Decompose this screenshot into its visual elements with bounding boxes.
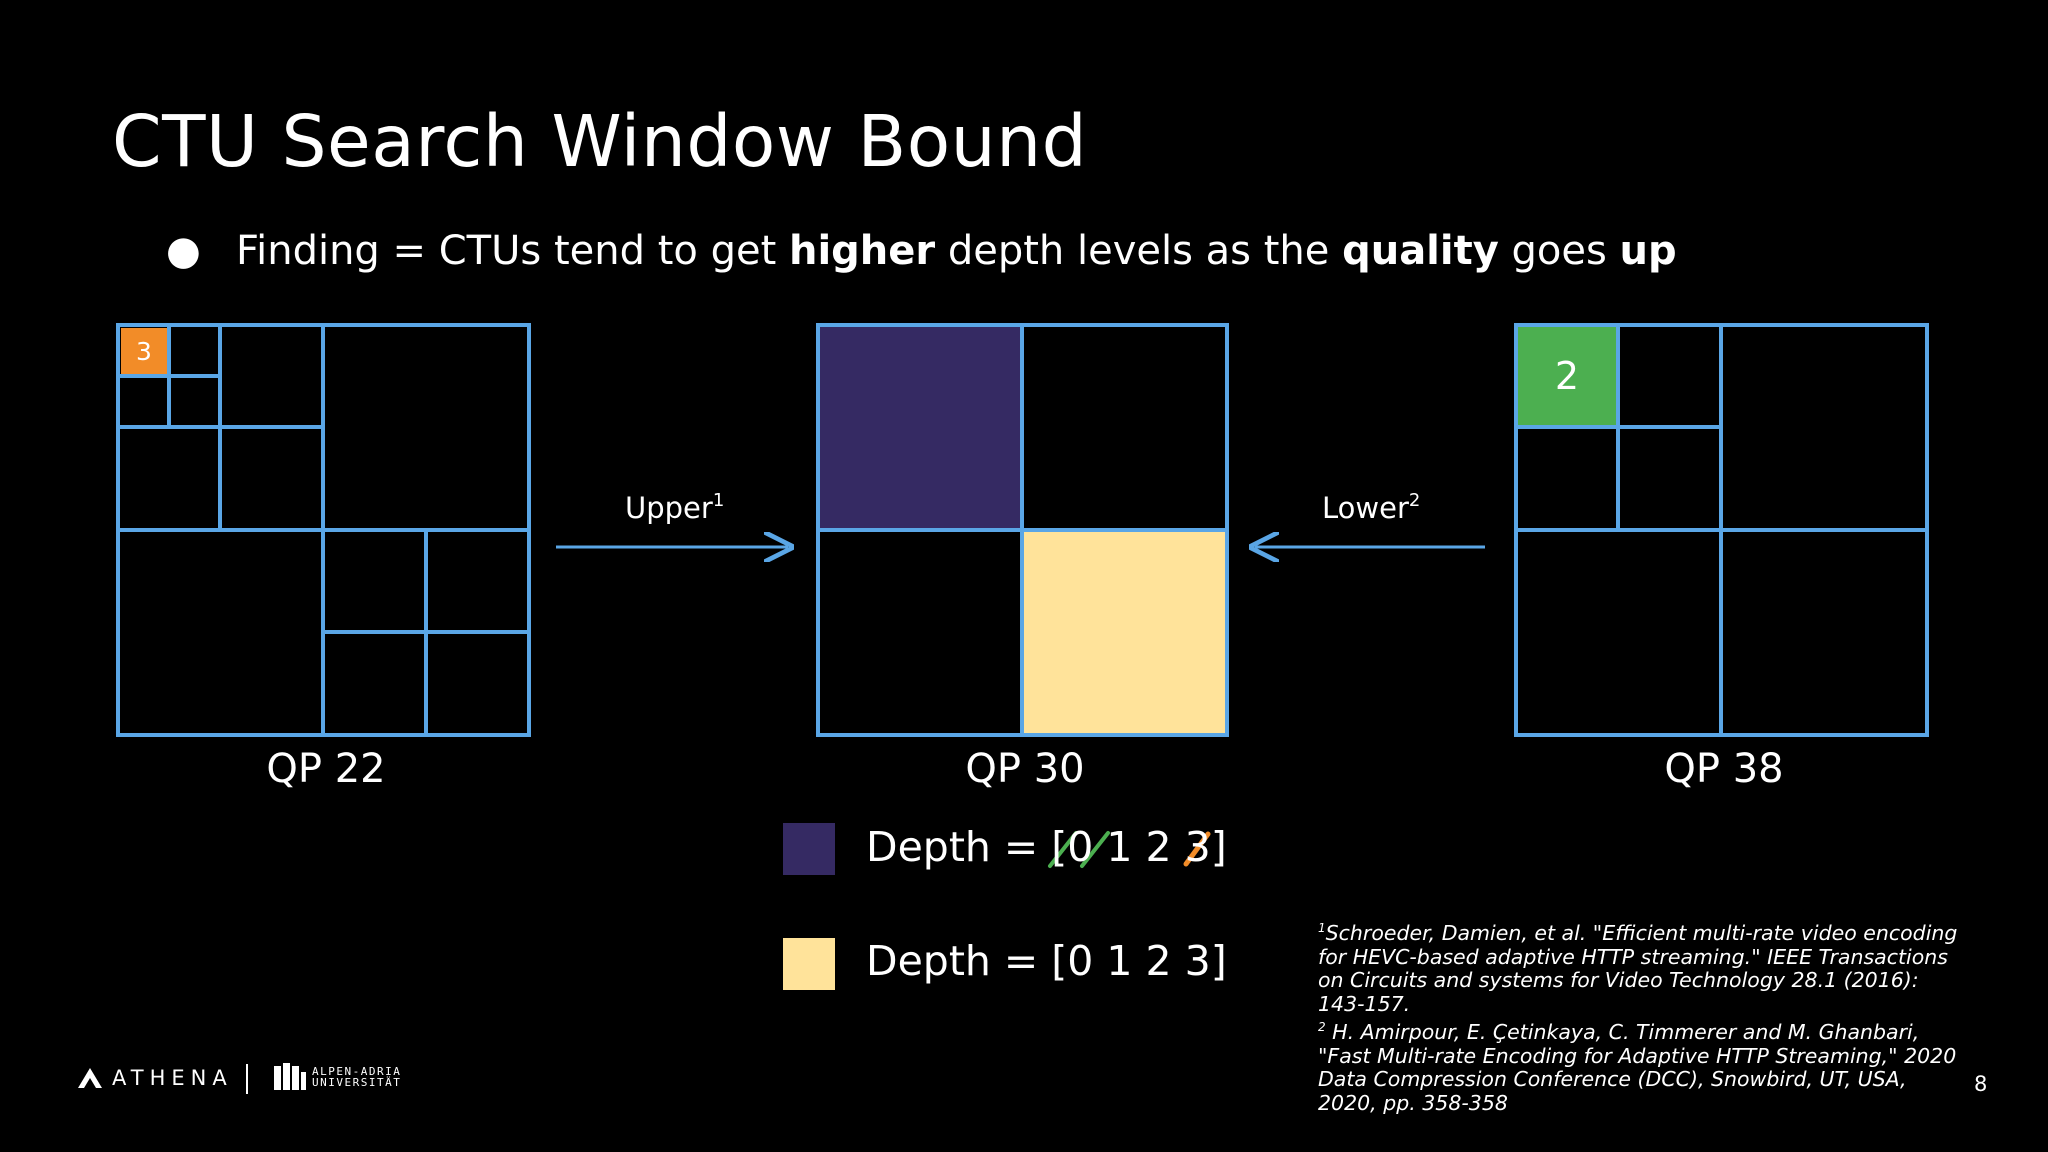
aau-logo-text: ALPEN-ADRIA UNIVERSITÄT (312, 1066, 401, 1088)
qp30-label: QP 30 (965, 746, 1085, 792)
athena-logo: ATHENA (76, 1066, 233, 1090)
athena-logo-text: ATHENA (112, 1066, 233, 1090)
aau-line1: ALPEN-ADRIA (312, 1065, 402, 1078)
bullet-bold-up: up (1619, 228, 1677, 274)
aau-logo: ALPEN-ADRIA UNIVERSITÄT (272, 1062, 401, 1092)
upper-label-text: Upper (625, 491, 713, 525)
legend-text-yellow: Depth = [0 1 2 3] (866, 937, 1227, 985)
reference-2: 2 H. Amirpour, E. Çetinkaya, C. Timmerer… (1318, 1016, 1958, 1115)
lower-label-sup: 2 (1408, 490, 1421, 511)
references: 1Schroeder, Damien, et al. "Efficient mu… (1318, 917, 1958, 1115)
qp22-depth3-block (121, 328, 167, 374)
legend-text-purple: Depth = [0 1 2 3] (866, 823, 1227, 871)
reference-1-text: Schroeder, Damien, et al. "Efficient mul… (1318, 921, 1958, 1016)
bullet-bold-quality: quality (1342, 228, 1499, 274)
bullet-mid2: goes (1498, 228, 1620, 274)
logo-divider (246, 1064, 248, 1094)
reference-1-sup: 1 (1318, 921, 1326, 935)
reference-2-text: H. Amirpour, E. Çetinkaya, C. Timmerer a… (1318, 1020, 1957, 1115)
bullet-bold-higher: higher (788, 228, 936, 274)
bullet-mid: depth levels as the (935, 228, 1343, 274)
aau-mark-icon (274, 1063, 306, 1090)
ctu-qp38 (1514, 323, 1929, 737)
qp22-badge: 3 (136, 337, 152, 366)
qp30-purple-block (818, 325, 1022, 530)
athena-mark-icon (78, 1068, 102, 1088)
reference-1: 1Schroeder, Damien, et al. "Efficient mu… (1318, 917, 1958, 1016)
legend-swatch-purple (783, 823, 835, 875)
ctu-qp30 (816, 323, 1229, 737)
qp22-label: QP 22 (266, 746, 386, 792)
strike-zero-mark (1048, 831, 1078, 868)
strike-three-mark (1183, 831, 1211, 867)
finding-bullet: ● Finding = CTUs tend to get higher depth… (166, 228, 1677, 274)
page-number: 8 (1974, 1072, 1988, 1096)
legend-swatch-yellow (783, 938, 835, 990)
qp30-yellow-block (1022, 530, 1227, 735)
qp38-label: QP 38 (1664, 746, 1784, 792)
aau-line2: UNIVERSITÄT (312, 1076, 402, 1089)
bullet-prefix: Finding = CTUs tend to get (236, 228, 789, 274)
qp38-depth2-block (1517, 325, 1618, 427)
reference-2-sup: 2 (1318, 1020, 1326, 1034)
bullet-dot: ● (166, 228, 201, 274)
lower-label-text: Lower (1322, 491, 1409, 525)
qp38-badge: 2 (1555, 354, 1579, 398)
upper-label: Upper1 (625, 490, 724, 525)
lower-label: Lower2 (1322, 490, 1420, 525)
ctu-qp22 (116, 323, 531, 737)
slide-title: CTU Search Window Bound (112, 100, 1088, 183)
strike-one-mark (1080, 831, 1110, 868)
upper-label-sup: 1 (712, 490, 725, 511)
